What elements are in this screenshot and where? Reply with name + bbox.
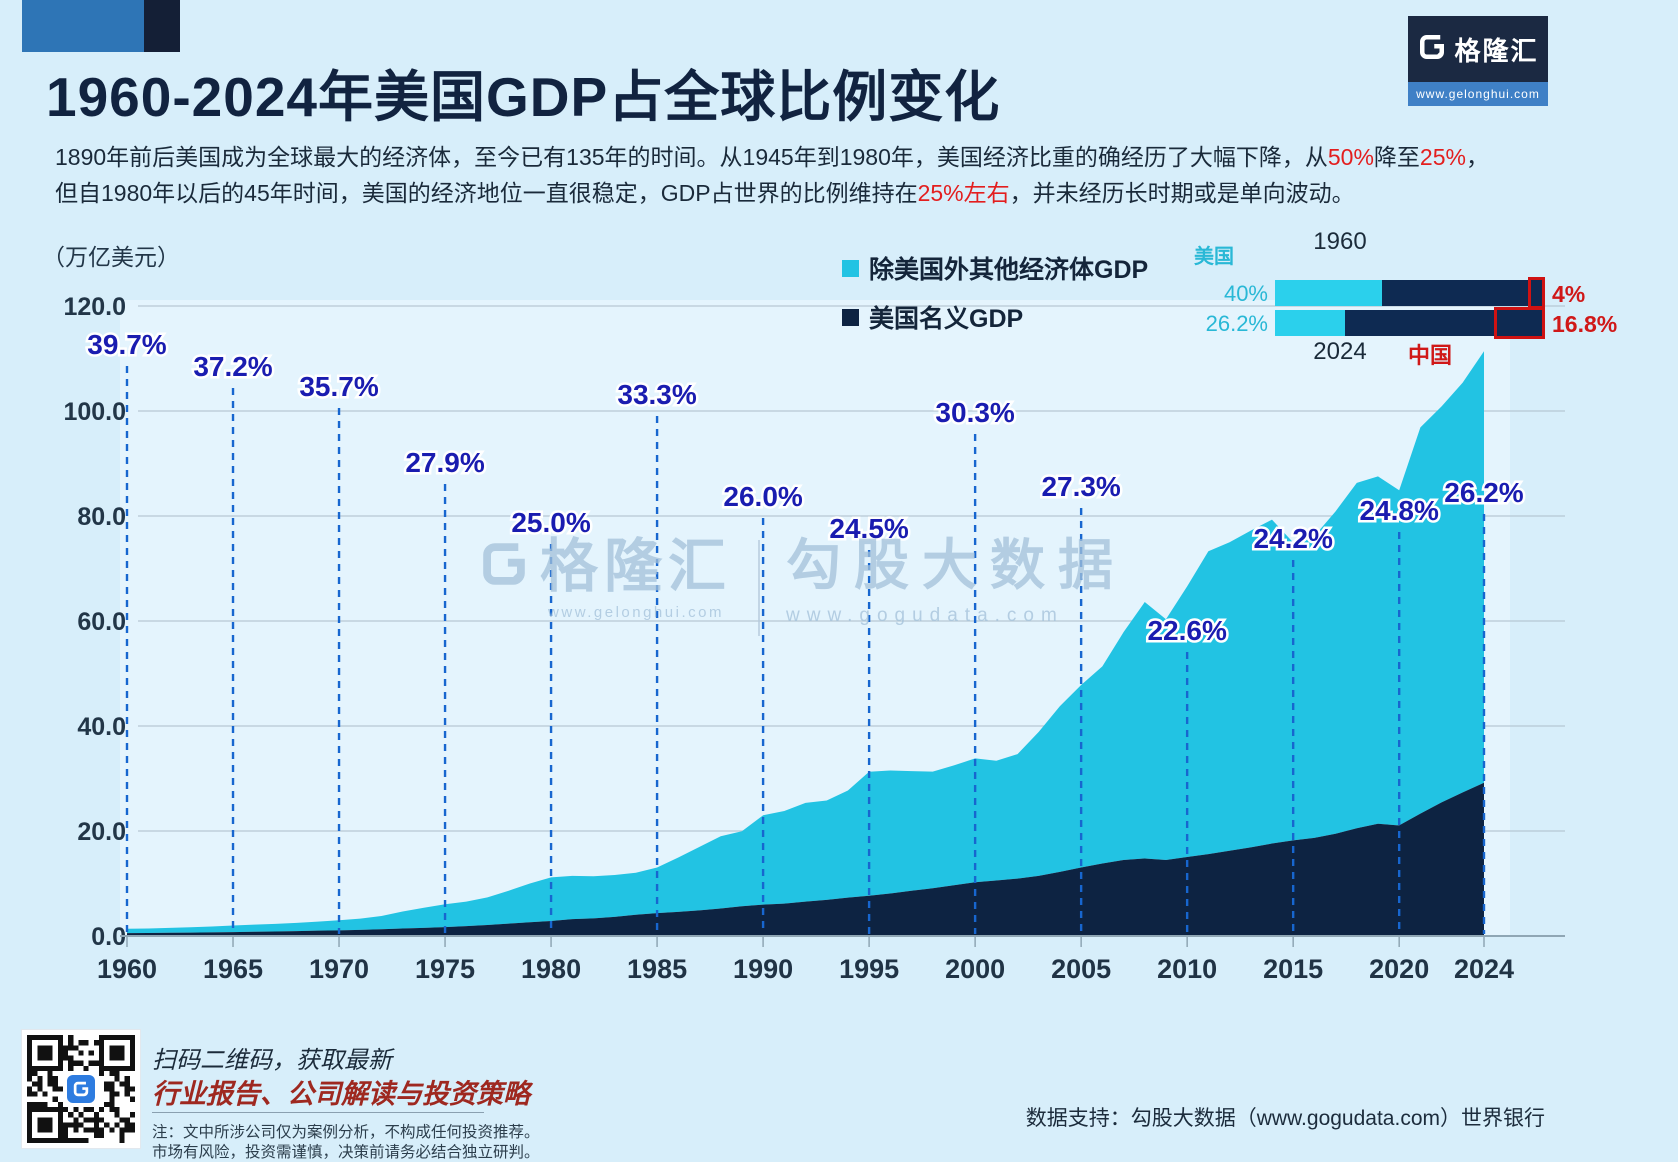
x-tick-label: 2005 [1051, 954, 1111, 984]
inset-china-highlight-box [1528, 277, 1545, 309]
us-share-pct-label: 24.5% [829, 513, 908, 544]
x-tick-label: 2020 [1369, 954, 1429, 984]
y-tick-label: 40.0 [77, 713, 126, 741]
inset-other-segment [1344, 310, 1542, 336]
legend-swatch-others [842, 259, 859, 277]
us-share-pct-label: 25.0% [511, 507, 590, 538]
inset-us-pct-1960: 40% [1223, 281, 1268, 306]
x-tick-label: 2000 [945, 954, 1005, 984]
legend-label-others: 除美国外其他经济体GDP [869, 256, 1149, 284]
legend-item-others: 除美国外其他经济体GDP [842, 250, 1148, 286]
x-tick-label: 1975 [415, 954, 475, 984]
logo-url-strip: www.gelonghui.com [1408, 82, 1548, 106]
footer-divider [152, 1112, 484, 1113]
x-tick-label: 1985 [627, 954, 687, 984]
y-tick-label: 100.0 [63, 398, 126, 426]
us-share-pct-label: 22.6% [1147, 615, 1226, 646]
page-title: 1960-2024年美国GDP占全球比例变化 [46, 66, 1001, 128]
us-share-pct-label: 33.3% [617, 379, 696, 410]
qr-caption-line2: 行业报告、公司解读与投资策略 [152, 1079, 530, 1109]
x-tick-label: 1990 [733, 954, 793, 984]
x-tick-label: 2015 [1263, 954, 1323, 984]
x-tick-label: 1960 [97, 954, 157, 984]
legend-swatch-us [842, 308, 859, 326]
logo-brand-text: 格隆汇 [1454, 35, 1539, 66]
us-share-pct-label: 37.2% [193, 351, 272, 382]
x-tick-label: 1970 [309, 954, 369, 984]
inset-bar-1960 [1275, 280, 1542, 306]
us-share-pct-label: 35.7% [299, 371, 378, 402]
x-tick-label: 2010 [1157, 954, 1217, 984]
us-share-pct-label: 27.9% [405, 447, 484, 478]
qr-caption-line1: 扫码二维码，获取最新 [152, 1047, 392, 1074]
inset-other-segment [1381, 280, 1542, 306]
data-source-credit: 数据支持：勾股大数据（www.gogudata.com）世界银行 [1025, 1107, 1545, 1130]
x-tick-label: 1995 [839, 954, 899, 984]
chart-legend: 除美国外其他经济体GDP 美国名义GDP [842, 250, 1148, 348]
gelonghui-logo-main: 格隆汇 [1408, 16, 1548, 82]
gelonghui-g-icon [1417, 32, 1447, 67]
x-tick-label: 1965 [203, 954, 263, 984]
us-share-pct-label: 24.8% [1359, 495, 1438, 526]
intro-paragraph-line: 1890年前后美国成为全球最大的经济体，至今已有135年的时间。从1945年到1… [55, 144, 1489, 170]
inset-year-1960: 1960 [1313, 228, 1367, 255]
area-others-gdp [127, 351, 1484, 934]
area-us-gdp [127, 782, 1484, 936]
us-share-pct-label: 27.3% [1041, 471, 1120, 502]
inset-us-segment [1275, 280, 1382, 306]
us-share-pct-label: 39.7% [87, 329, 166, 360]
intro-paragraph-line: 但自1980年以后的45年时间，美国的经济地位一直很稳定，GDP占世界的比例维持… [55, 179, 1355, 206]
inset-china-highlight-box [1494, 307, 1545, 339]
disclaimer-line1: 注：文中所涉公司仅为案例分析，不构成任何投资推荐。 [152, 1124, 540, 1141]
y-tick-label: 120.0 [63, 293, 126, 321]
us-china-share-inset: 1960 美国 40% 4% 26.2% 16.8% 2024 中国 [1180, 226, 1650, 376]
inset-us-segment [1275, 310, 1345, 336]
logo-url-text: www.gelonghui.com [1416, 87, 1540, 101]
qr-code [22, 1030, 140, 1148]
inset-year-2024: 2024 [1313, 338, 1367, 365]
us-share-pct-label: 26.2% [1444, 477, 1523, 508]
y-tick-label: 60.0 [77, 608, 126, 636]
qr-center-logo [67, 1075, 95, 1103]
y-tick-label: 20.0 [77, 818, 126, 846]
inset-china-label: 中国 [1408, 343, 1453, 368]
gelonghui-logo: 格隆汇 www.gelonghui.com [1408, 16, 1548, 106]
inset-us-label: 美国 [1194, 246, 1234, 268]
inset-china-pct-1960: 4% [1552, 281, 1586, 307]
us-share-pct-label: 26.0% [723, 481, 802, 512]
us-share-pct-label: 30.3% [935, 397, 1014, 428]
disclaimer-line2: 市场有风险，投资需谨慎，决策前请务必结合独立研判。 [152, 1144, 540, 1161]
x-tick-label: 2024 [1454, 954, 1514, 984]
x-tick-label: 1980 [521, 954, 581, 984]
y-tick-label: 80.0 [77, 503, 126, 531]
legend-label-us: 美国名义GDP [869, 305, 1024, 333]
inset-bar-2024 [1275, 310, 1542, 336]
inset-china-pct-2024: 16.8% [1552, 311, 1618, 337]
inset-us-pct-2024: 26.2% [1205, 311, 1268, 336]
decoration-navy-rect [144, 0, 180, 52]
y-axis-unit-label: （万亿美元） [42, 244, 180, 270]
intro-paragraph: 1890年前后美国成为全球最大的经济体，至今已有135年的时间。从1945年到1… [55, 140, 1615, 212]
decoration-blue-rect [22, 0, 144, 52]
legend-item-us: 美国名义GDP [842, 299, 1148, 335]
us-share-pct-label: 24.2% [1253, 523, 1332, 554]
